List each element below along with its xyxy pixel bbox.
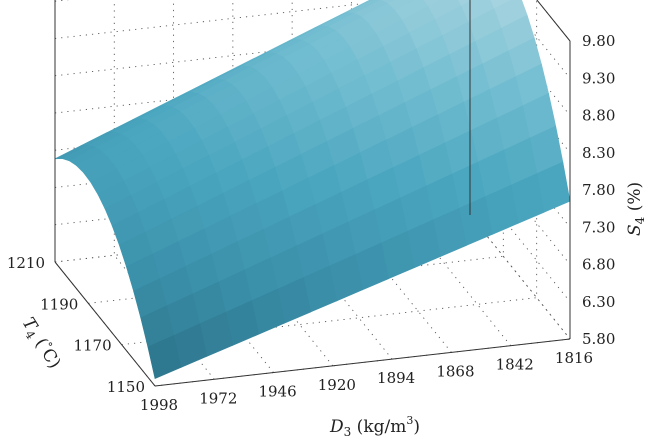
axis-box-edge: [536, 0, 571, 42]
y-tick-label: 1170: [73, 337, 111, 355]
z-tick-label: 7.30: [582, 218, 615, 236]
z-tick-label: 5.80: [582, 330, 615, 348]
surface-layer: [54, 0, 571, 379]
axis-box-edge: [54, 261, 156, 387]
axis-box: [54, 0, 571, 387]
surface-patch: [489, 0, 512, 10]
x-tick-label: 1868: [436, 362, 474, 380]
x-tick-label: 1972: [199, 389, 237, 407]
z-tick-label: 6.80: [582, 256, 615, 274]
surface-patch: [147, 334, 182, 379]
z-tick-label: 8.80: [582, 107, 615, 125]
z-tick-label: 8.30: [582, 144, 615, 162]
x-tick-label: 1842: [496, 356, 534, 374]
y-tick-label: 1150: [107, 378, 145, 396]
surface-patch: [457, 0, 474, 7]
z-tick-label: 9.30: [582, 69, 615, 87]
x-tick-label: 1946: [258, 383, 296, 401]
x-axis-title: D3 (kg/m3): [329, 414, 420, 439]
x-tick-label: 1894: [377, 369, 415, 387]
y-axis-title: T4 (°C): [16, 314, 65, 374]
z-axis-title: S4 (%): [625, 182, 647, 236]
x-tick-label: 1920: [318, 376, 356, 394]
axis-box-edge: [154, 338, 571, 387]
x-tick-label: 1816: [555, 349, 593, 367]
x-tick-label: 1998: [140, 396, 178, 414]
y-tick-label: 1210: [7, 254, 45, 272]
z-tick-label: 6.30: [582, 293, 615, 311]
z-tick-label: 7.80: [582, 181, 615, 199]
z-tick-label: 9.80: [582, 32, 615, 50]
y-tick-label: 1190: [40, 295, 78, 313]
tick-layer: 1998 1972 1946 1920 1894 1868 1842 1816 1150 1170…: [7, 32, 616, 414]
